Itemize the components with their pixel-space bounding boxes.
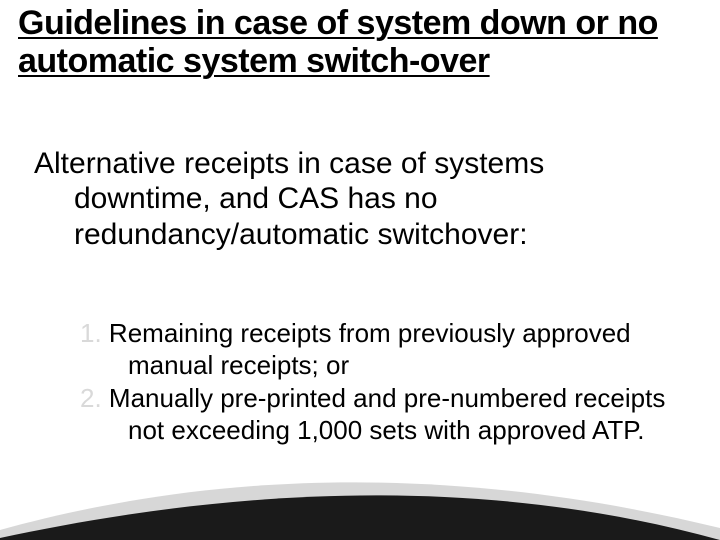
decorative-swoosh bbox=[0, 440, 720, 540]
numbered-list: Remaining receipts from previously appro… bbox=[80, 318, 680, 449]
intro-paragraph: Alternative receipts in case of systems … bbox=[34, 146, 674, 252]
list-item: Manually pre-printed and pre-numbered re… bbox=[80, 383, 680, 446]
slide-title: Guidelines in case of system down or no … bbox=[18, 4, 708, 80]
slide: Guidelines in case of system down or no … bbox=[0, 0, 720, 540]
intro-text: Alternative receipts in case of systems … bbox=[34, 146, 674, 252]
list-item: Remaining receipts from previously appro… bbox=[80, 318, 680, 381]
